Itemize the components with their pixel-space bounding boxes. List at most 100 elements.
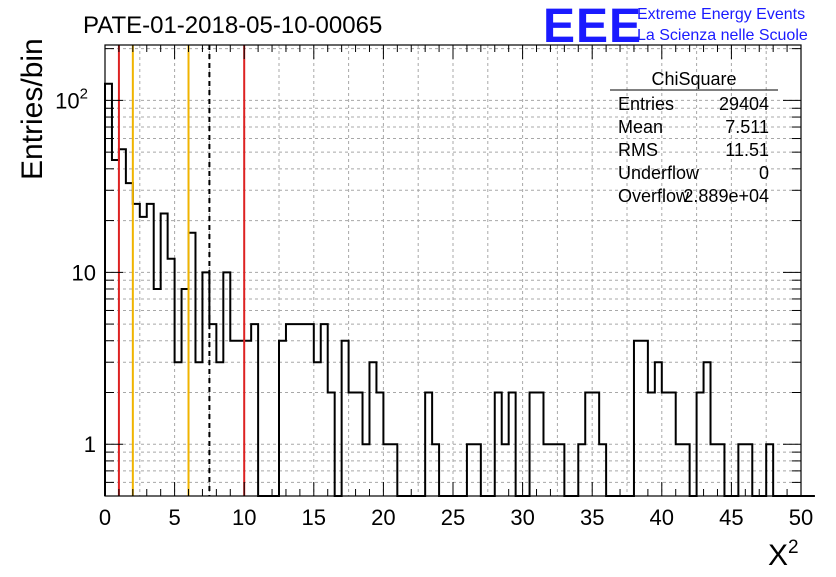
chart-title: PATE-01-2018-05-10-00065: [83, 12, 382, 39]
histogram-bin: [189, 233, 196, 496]
threshold-lines: [117, 45, 246, 496]
x-tick-label: 5: [168, 505, 180, 530]
histogram-bin: [223, 272, 230, 496]
histogram-bin: [738, 444, 745, 496]
histogram-bin: [578, 444, 585, 496]
histogram-bin: [655, 362, 662, 496]
histogram-bin: [495, 392, 502, 496]
stats-label: Underflow: [618, 163, 700, 183]
histogram-bin: [279, 341, 286, 496]
x-axis-label-superscript: 2: [788, 537, 799, 558]
y-tick-label: 10: [72, 260, 96, 285]
histogram-bin: [550, 444, 557, 496]
x-axis-label-base: X: [768, 539, 788, 572]
histogram-bin: [314, 362, 321, 496]
histogram-bin: [237, 341, 244, 496]
stats-label: Overflow: [618, 186, 690, 206]
histogram-bin: [369, 362, 376, 496]
stats-label: Entries: [618, 94, 674, 114]
histogram-bin: [216, 362, 223, 496]
histogram-bin: [195, 362, 202, 496]
stats-box: ChiSquare Entries 29404 Mean 7.511 RMS 11.51 U…: [610, 69, 778, 206]
histogram-bin: [154, 289, 161, 496]
histogram-bin: [161, 213, 168, 496]
histogram-bin: [585, 392, 592, 496]
histogram-bin: [557, 444, 564, 496]
x-tick-label: 45: [719, 505, 743, 530]
logo-line-1: Extreme Energy Events: [637, 6, 805, 23]
histogram-bin: [467, 444, 474, 496]
y-tick-label-superscript: 2: [80, 85, 88, 102]
histogram-bin: [543, 444, 550, 496]
y-axis-label: Entries/bin: [16, 38, 49, 180]
x-tick-label: 10: [232, 505, 256, 530]
x-tick-label: 0: [99, 505, 111, 530]
x-tick-label: 30: [510, 505, 534, 530]
histogram-bin: [648, 392, 655, 496]
histogram-bin: [147, 204, 154, 496]
histogram-bin: [209, 324, 216, 496]
histogram-bin: [530, 392, 537, 496]
histogram-bin: [175, 362, 182, 496]
histogram-bin: [286, 324, 293, 496]
y-tick-label: 1: [84, 432, 96, 457]
histogram-bin: [133, 204, 140, 496]
histogram-bin: [182, 289, 189, 496]
histogram-bin: [307, 324, 314, 496]
histogram-bin: [669, 392, 676, 496]
stats-label: RMS: [618, 140, 658, 160]
x-tick-label: 50: [789, 505, 813, 530]
histogram-bin: [592, 392, 599, 496]
stats-value: 7.511: [725, 117, 769, 137]
stats-rows: Entries 29404 Mean 7.511 RMS 11.51 Underflow 0 O…: [618, 94, 769, 206]
histogram-bin: [599, 444, 606, 496]
stats-value: 11.51: [725, 140, 769, 160]
histogram-bin: [140, 217, 147, 496]
histogram-bin: [390, 444, 397, 496]
histogram-bin: [509, 392, 516, 496]
histogram-bin: [328, 392, 335, 496]
histogram-bin: [704, 362, 711, 496]
grid: [105, 45, 801, 496]
histogram-bin: [251, 324, 258, 496]
histogram-bin: [502, 444, 509, 496]
histogram-bin: [230, 341, 237, 496]
histogram-bin: [126, 183, 133, 496]
histogram-bin: [717, 444, 724, 496]
x-axis-label: X2: [768, 537, 799, 572]
histogram-bin: [474, 444, 481, 496]
y-tick-label-base: 10: [55, 88, 79, 113]
eee-logo: EEE Extreme Energy Events La Scienza nel…: [543, 0, 808, 53]
histogram-bin: [383, 444, 390, 496]
histogram-bin: [425, 392, 432, 496]
histogram-bin: [321, 324, 328, 496]
histogram-bin: [766, 444, 773, 496]
y-tick-label-base: 1: [84, 432, 96, 457]
histogram: [104, 82, 815, 497]
x-tick-label: 35: [580, 505, 604, 530]
histogram-bin: [342, 341, 349, 496]
stats-value: 29404: [719, 94, 769, 114]
histogram-bin: [363, 444, 370, 496]
y-tick-label: 102: [55, 85, 88, 113]
histogram-bin: [244, 341, 251, 496]
histogram-bin: [683, 444, 690, 496]
logo-mark: EEE: [543, 0, 642, 53]
histogram-bin: [537, 392, 544, 496]
stats-title: ChiSquare: [651, 69, 736, 89]
histogram-bin: [202, 272, 209, 496]
histogram-bin: [745, 444, 752, 496]
histogram-bin: [676, 444, 683, 496]
histogram-bin: [697, 392, 704, 496]
stats-value: 0: [759, 163, 769, 183]
histogram-bin: [293, 324, 300, 496]
histogram-bin: [711, 444, 718, 496]
histogram-bin: [349, 392, 356, 496]
x-tick-label: 25: [441, 505, 465, 530]
histogram-bin: [356, 392, 363, 496]
histogram-bin: [300, 324, 307, 496]
histogram-bin: [641, 341, 648, 496]
